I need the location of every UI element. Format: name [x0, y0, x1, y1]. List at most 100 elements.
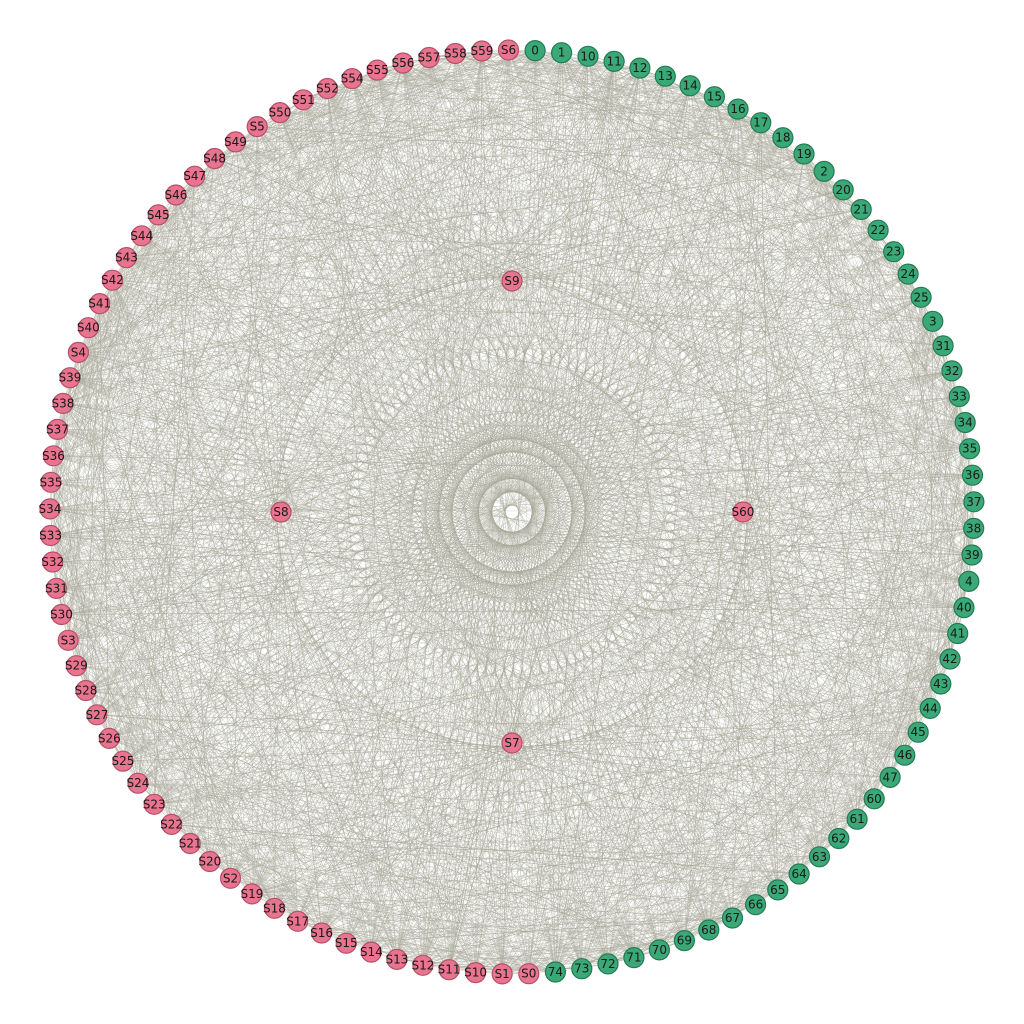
edge: [52, 99, 304, 563]
graph-node: 20: [832, 179, 854, 201]
node-circle: [412, 954, 434, 976]
edge: [448, 230, 879, 970]
edge: [69, 377, 756, 905]
edge: [280, 78, 353, 513]
edge: [257, 126, 975, 503]
edge: [62, 153, 805, 404]
edge: [448, 49, 509, 970]
edge: [511, 474, 973, 744]
edge: [154, 708, 931, 805]
edge: [49, 257, 127, 509]
edge: [78, 53, 456, 353]
node-circle: [897, 263, 919, 285]
edge: [422, 511, 744, 966]
node-circle: [366, 59, 388, 81]
node-circle: [727, 98, 749, 120]
edge: [823, 171, 975, 502]
edge: [842, 189, 974, 529]
edge: [137, 158, 215, 784]
edge: [175, 194, 398, 960]
edge: [396, 280, 513, 960]
edge: [708, 153, 805, 931]
edge: [61, 614, 513, 744]
edge: [428, 49, 509, 58]
graph-node: 66: [744, 893, 767, 916]
node-circle: [360, 941, 382, 963]
edge: [190, 838, 839, 844]
graph-node: 70: [648, 939, 671, 961]
edge: [126, 257, 609, 965]
edge: [99, 303, 530, 974]
edge: [455, 53, 973, 476]
node-circle: [863, 788, 885, 810]
edge: [230, 280, 513, 879]
edge: [96, 714, 919, 733]
edge: [99, 303, 503, 975]
edge: [742, 273, 909, 513]
edge: [511, 501, 975, 744]
edge: [352, 67, 640, 79]
edge: [61, 614, 919, 733]
edge: [190, 581, 969, 844]
edge: [257, 126, 513, 282]
edge: [69, 78, 353, 378]
edge: [280, 108, 739, 513]
edge: [511, 68, 641, 744]
edge: [56, 588, 191, 844]
edge: [194, 175, 513, 282]
node-circle: [961, 464, 984, 486]
node-circle: [224, 131, 247, 153]
edge: [280, 511, 778, 891]
edge: [396, 873, 800, 960]
node-circle: [101, 269, 124, 291]
node-circle: [263, 897, 286, 919]
edge: [351, 78, 970, 449]
edge: [52, 50, 483, 563]
node-circle: [57, 629, 79, 651]
graph-node: 42: [939, 648, 961, 670]
edge: [175, 57, 430, 196]
edge: [53, 455, 282, 513]
edge: [49, 508, 282, 513]
node-circle: [465, 961, 487, 984]
edge: [122, 112, 281, 762]
edge: [56, 69, 378, 589]
edge: [157, 214, 685, 941]
node-circle: [867, 219, 889, 241]
edge: [96, 62, 404, 715]
graph-node: 46: [894, 744, 916, 766]
edge: [50, 535, 155, 805]
edge: [251, 370, 953, 895]
edge: [561, 52, 931, 709]
graph-node: 45: [907, 721, 929, 743]
node-circle: [939, 648, 961, 670]
edge: [856, 321, 934, 820]
edge: [422, 321, 933, 966]
edge: [52, 561, 347, 944]
edge: [280, 511, 298, 922]
edge: [53, 280, 513, 457]
edge: [153, 70, 378, 805]
node-circle: [732, 501, 754, 523]
edge: [737, 108, 966, 423]
graph-node: 31: [932, 335, 954, 357]
edge: [274, 908, 634, 958]
edge: [126, 257, 476, 973]
edge: [189, 280, 513, 844]
edge: [141, 235, 191, 844]
edge: [62, 88, 328, 404]
edge: [481, 50, 513, 282]
graph-node: 2: [813, 160, 835, 182]
edge: [501, 49, 509, 974]
edge: [99, 303, 744, 513]
graph-node: 44: [919, 697, 941, 720]
edge: [742, 511, 941, 685]
graph-node: 14: [679, 75, 701, 97]
edge: [88, 327, 98, 715]
edge: [52, 85, 691, 563]
edge: [69, 99, 304, 378]
node-circle: [115, 247, 138, 269]
edge: [742, 297, 922, 513]
edge: [214, 158, 879, 231]
edge: [274, 511, 282, 909]
